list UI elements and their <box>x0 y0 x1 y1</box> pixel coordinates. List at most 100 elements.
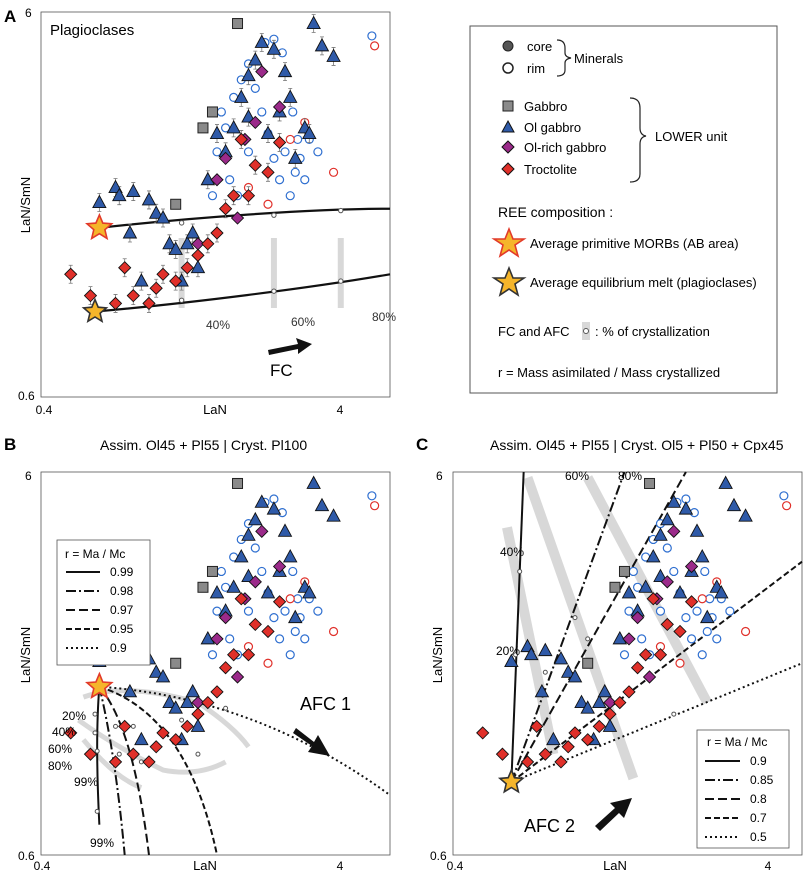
ol-gabbro-point <box>168 241 183 255</box>
ol-rich-gabbro-point <box>684 559 699 574</box>
rim-point <box>313 147 323 157</box>
panel-a-pct-60: 60% <box>291 315 315 329</box>
troctolite-point <box>272 595 287 609</box>
panel-b-pct-40: 40% <box>52 725 76 739</box>
afc-marker <box>517 568 523 574</box>
ol-gabbro-point <box>288 150 303 164</box>
rim-point <box>269 153 279 163</box>
panel-a-fc-arrow <box>268 338 312 355</box>
troctolite-point <box>149 281 163 295</box>
panel-b-ytick-max: 6 <box>25 469 32 483</box>
panel-c-ytick-min: 0.6 <box>430 849 447 863</box>
rim-point <box>225 634 235 644</box>
panel-c-ylabel: LaN/SmN <box>430 627 445 683</box>
troctolite-point <box>191 248 205 262</box>
panel-a: A Plagioclases LaN/SmN LaN 0.4 4 6 0.6 4… <box>4 6 396 417</box>
ol-gabbro-point <box>148 664 164 678</box>
troctolite-point <box>83 289 98 303</box>
rim-point <box>288 566 298 577</box>
panel-b-pct-60: 60% <box>48 742 72 756</box>
panel-b-afc-label: AFC 1 <box>300 694 351 714</box>
legend-ree: REE composition : <box>498 204 613 220</box>
afc-marker <box>671 711 677 717</box>
rim-point <box>280 147 290 157</box>
rim-point <box>712 634 722 644</box>
ol-gabbro-point <box>248 52 263 66</box>
rim-point <box>250 543 260 553</box>
ol-gabbro-point <box>574 694 589 709</box>
panel-b-points <box>64 475 380 769</box>
troctolite-point <box>622 685 636 699</box>
legend-value-0.99: 0.99 <box>110 565 134 579</box>
legend-eqmelt: Average equilibrium melt (plagioclases) <box>530 275 757 290</box>
ol-gabbro-point <box>282 89 298 103</box>
gabbro-point <box>170 657 182 669</box>
panel-c-xtick-min: 0.4 <box>447 859 464 873</box>
troctolite-point <box>241 648 256 662</box>
ol-rich-gabbro-point <box>230 670 245 684</box>
legend-morb: Average primitive MORBs (AB area) <box>530 236 739 251</box>
ol-gabbro-point <box>226 579 241 593</box>
troctolite-point <box>592 719 606 734</box>
panel-c-pct-40: 40% <box>500 545 524 559</box>
ol-gabbro-point <box>621 584 637 599</box>
legend-value-0.7: 0.7 <box>750 811 767 825</box>
panel-c-afc-curves <box>510 471 803 784</box>
fc-band <box>337 238 344 308</box>
panel-c-title: Assim. Ol45 + Pl55 | Cryst. Ol5 + Pl50 +… <box>490 437 784 453</box>
legend-gabbro: Gabbro <box>524 99 567 114</box>
rim-point <box>681 613 691 623</box>
panel-b-xtick-min: 0.4 <box>34 859 51 873</box>
gabbro-point <box>206 106 218 118</box>
ol-gabbro-point <box>672 584 688 599</box>
panel-b-legend-title: r = Ma / Mc <box>65 547 125 561</box>
rim-point <box>225 175 235 185</box>
rim-point <box>274 175 285 185</box>
afc-marker <box>542 669 548 675</box>
troctolite-point <box>561 740 575 754</box>
fc-marker <box>178 220 185 226</box>
fc-marker <box>338 207 344 214</box>
rim-point <box>675 658 685 668</box>
troctolite-point <box>191 707 205 721</box>
legend-lower: LOWER unit <box>655 129 728 144</box>
rim-point <box>207 191 218 201</box>
legend-lower-brace <box>629 97 647 183</box>
rim-point <box>257 107 267 117</box>
ol-gabbro-point <box>141 191 157 206</box>
ol-gabbro-point <box>148 205 164 219</box>
afc-curve-09 <box>510 471 525 783</box>
ol-gabbro-point <box>694 549 710 563</box>
ol-gabbro-point <box>326 508 341 522</box>
troctolite-point <box>495 747 510 761</box>
troctolite-point <box>613 695 627 710</box>
rim-point <box>624 606 634 616</box>
troctolite-point <box>646 592 660 606</box>
rim-point <box>280 606 290 616</box>
ol-gabbro-point <box>134 731 149 746</box>
ol-gabbro-point <box>646 549 661 563</box>
ol-rich-gabbro-point <box>272 559 287 574</box>
rim-point <box>216 566 226 577</box>
afc-marker <box>94 748 100 754</box>
troctolite-point <box>64 267 78 281</box>
legend-value-0.85: 0.85 <box>750 773 774 787</box>
ol-gabbro-point <box>524 646 539 661</box>
rim-point <box>300 634 310 644</box>
rim-point <box>370 501 380 511</box>
rim-point <box>250 83 260 93</box>
panel-c-legend-title: r = Ma / Mc <box>707 735 767 749</box>
afc-band-40 <box>502 526 559 756</box>
rim-point <box>328 626 339 637</box>
ol-gabbro-point <box>185 225 200 239</box>
ol-gabbro-point <box>592 694 607 709</box>
ol-gabbro-point <box>248 511 263 526</box>
ol-gabbro-point <box>254 34 270 48</box>
fc-marker <box>271 212 277 218</box>
panel-c-letter: C <box>416 435 428 454</box>
ol-gabbro-point <box>302 584 317 599</box>
ol-gabbro-point <box>714 584 729 599</box>
panel-c-pct-60: 60% <box>565 469 589 483</box>
panel-c-afc-label: AFC 2 <box>524 816 575 836</box>
panel-c-frame <box>452 471 803 856</box>
